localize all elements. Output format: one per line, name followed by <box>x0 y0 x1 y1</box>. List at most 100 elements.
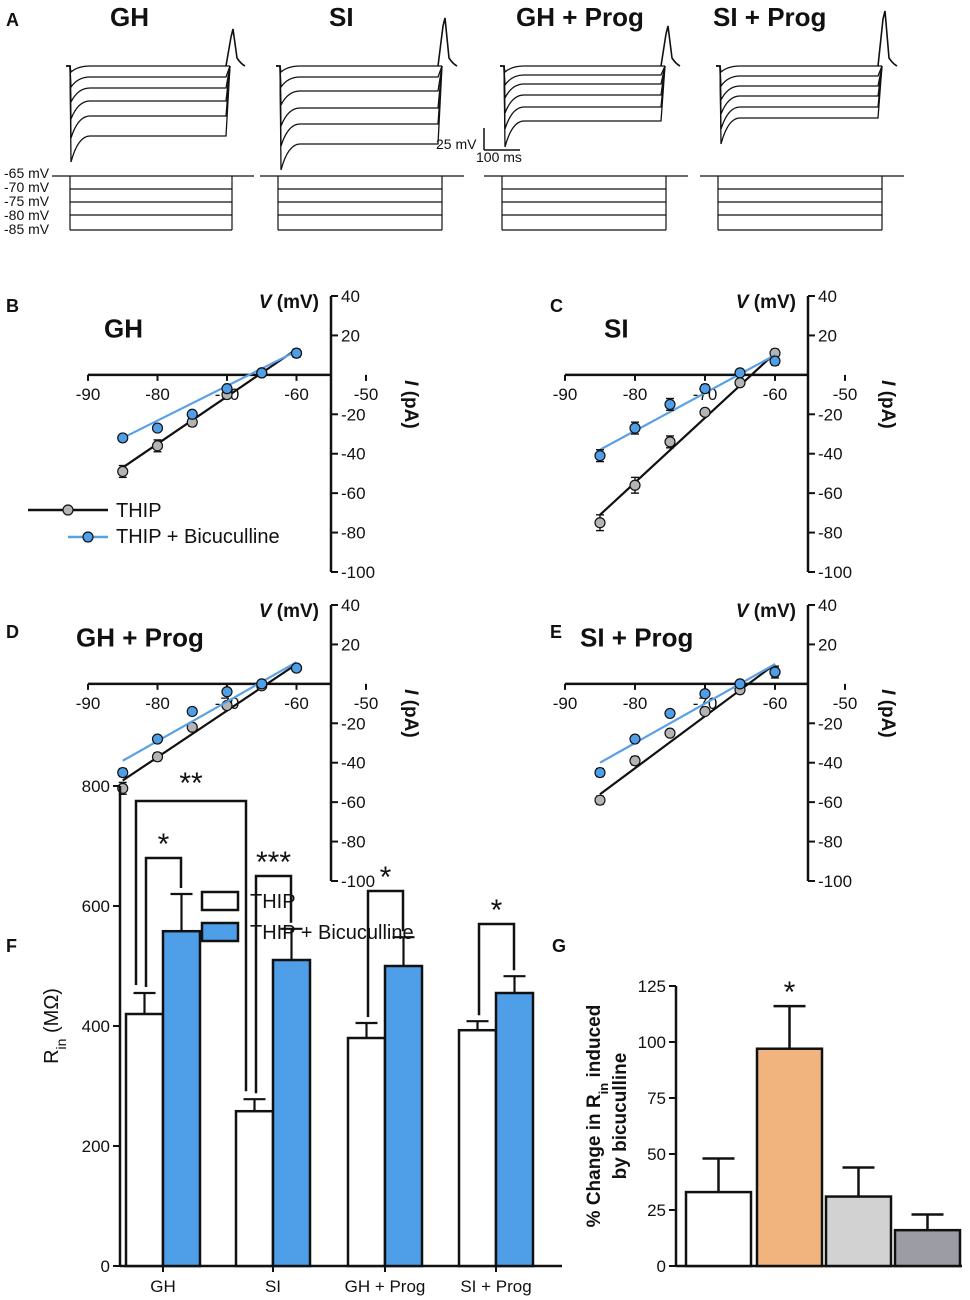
y-tick-label: -40 <box>341 754 366 773</box>
data-point-bicuculline <box>734 367 746 379</box>
y-tick-label: -100 <box>341 563 375 582</box>
x-tick-label: -60 <box>284 385 309 404</box>
voltage-trace <box>66 65 231 89</box>
data-point-bicuculline <box>117 766 129 779</box>
voltage-trace <box>276 65 443 106</box>
significance-bracket <box>477 922 516 1016</box>
y-axis-label: I (pA) <box>400 380 421 429</box>
data-point-thip <box>699 705 711 718</box>
voltage-trace <box>716 65 883 101</box>
y-tick-label: -60 <box>818 484 843 503</box>
data-point-bicuculline <box>186 705 198 718</box>
x-axis-label: V (mV) <box>259 292 319 313</box>
x-tick-label: -90 <box>76 694 101 713</box>
fit-line-thip <box>122 348 298 469</box>
x-tick-label: -80 <box>623 385 648 404</box>
y-axis-label-line2: by bicuculline <box>610 1053 631 1180</box>
panel-label-g: G <box>552 936 566 956</box>
panel-label-e: E <box>550 622 562 642</box>
x-tick-label: -80 <box>623 694 648 713</box>
significance-marker: *** <box>256 846 291 879</box>
x-tick-label: -50 <box>833 385 858 404</box>
y-tick-label: 20 <box>818 326 837 345</box>
bar <box>755 1047 824 1268</box>
bar-thip <box>457 1028 498 1268</box>
trace-title-gh: GH <box>110 2 149 32</box>
fit-line-bicuculline <box>599 354 776 451</box>
y-tick-label: -60 <box>818 793 843 812</box>
data-point-bicuculline <box>699 383 711 395</box>
y-tick-label: 40 <box>341 596 360 615</box>
bar-bicuculline <box>383 964 424 1268</box>
y-tick-label: -80 <box>341 524 366 543</box>
x-tick-label: -60 <box>763 385 788 404</box>
scale-bar-voltage-label: 25 mV <box>436 136 477 152</box>
data-point-bicuculline <box>594 450 606 462</box>
y-axis-label: Rin (MΩ) <box>41 988 69 1064</box>
voltage-trace <box>716 65 883 88</box>
voltage-trace <box>66 65 230 74</box>
bar-bicuculline <box>271 958 312 1268</box>
data-point-thip <box>594 517 606 529</box>
voltage-trace <box>500 65 666 114</box>
trace-title-si: SI <box>329 2 354 32</box>
legend-label-thip: THIP <box>116 500 162 522</box>
y-tick-label: 50 <box>647 1145 666 1164</box>
y-axis-label: % Change in Rin induced <box>584 1005 611 1228</box>
voltage-trace <box>66 65 231 163</box>
legend-marker-bic <box>82 531 94 543</box>
y-tick-label: -20 <box>818 714 843 733</box>
voltage-traces <box>66 10 898 171</box>
y-tick-label: -100 <box>818 872 852 891</box>
voltage-trace <box>66 65 231 103</box>
significance-marker: * <box>784 976 796 1009</box>
data-point-bicuculline <box>151 733 164 745</box>
legend-bars: THIP THIP + Bicuculline <box>200 890 414 944</box>
y-tick-label: 600 <box>82 897 110 916</box>
legend-swatch-bic <box>200 921 240 943</box>
data-point-bicuculline <box>664 707 676 720</box>
y-tick-label: 100 <box>638 1033 666 1052</box>
y-tick-label: -100 <box>818 563 852 582</box>
significance-bracket <box>134 799 248 1092</box>
data-point-bicuculline <box>256 678 268 690</box>
plot-title: GH <box>104 313 143 343</box>
data-point-bicuculline <box>629 733 641 745</box>
significance-bracket <box>254 874 293 1094</box>
voltage-trace <box>276 65 443 89</box>
significance-marker: * <box>158 828 170 861</box>
voltage-trace <box>500 65 666 148</box>
y-tick-label: -20 <box>341 405 366 424</box>
trace-title-gh-prog: GH + Prog <box>516 2 644 32</box>
trace-spike <box>225 28 246 67</box>
x-tick-label: -90 <box>76 385 101 404</box>
step-label: -85 mV <box>4 221 50 237</box>
data-point-bicuculline <box>290 662 303 674</box>
legend-marker-thip <box>62 504 74 516</box>
y-tick-label: -60 <box>341 793 366 812</box>
y-tick-label: 800 <box>82 777 110 796</box>
trace-spike <box>660 25 681 67</box>
step-label: -70 mV <box>4 179 50 195</box>
voltage-trace <box>716 65 883 145</box>
y-tick-label: 40 <box>341 287 360 306</box>
panel-label-b: B <box>6 296 19 316</box>
y-tick-label: 40 <box>818 596 837 615</box>
x-tick-label: -80 <box>145 694 170 713</box>
panel-label-f: F <box>6 936 17 956</box>
voltage-trace <box>276 65 442 74</box>
x-tick-label: GH + Prog <box>345 1277 426 1296</box>
data-point-thip <box>734 377 746 389</box>
x-tick-label: -80 <box>145 385 170 404</box>
data-point-bicuculline <box>221 383 233 395</box>
data-point-bicuculline <box>151 422 164 434</box>
x-tick-label: -50 <box>354 694 379 713</box>
legend-swatch-thip <box>200 890 240 912</box>
y-tick-label: -40 <box>818 754 843 773</box>
bar <box>684 1190 753 1268</box>
y-tick-label: 20 <box>341 326 360 345</box>
y-tick-label: 20 <box>341 635 360 654</box>
panel-label-a: A <box>6 10 19 30</box>
